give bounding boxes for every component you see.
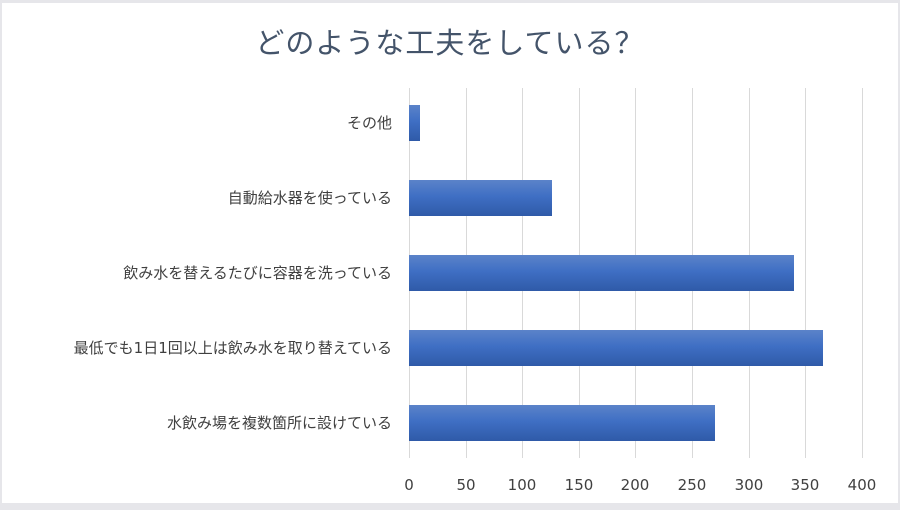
bar-wash-container (409, 255, 794, 291)
x-tick-label: 100 (507, 476, 537, 494)
category-label: 自動給水器を使っている (227, 189, 392, 207)
x-tick-label: 300 (734, 476, 764, 494)
category-label: 飲み水を替えるたびに容器を洗っている (123, 264, 392, 282)
x-tick-label: 50 (456, 476, 476, 494)
category-label: その他 (346, 114, 392, 132)
plot-area (409, 88, 869, 458)
category-label: 最低でも1日1回以上は飲み水を取り替えている (73, 339, 392, 357)
x-tick-label: 250 (677, 476, 707, 494)
x-tick-label: 400 (847, 476, 877, 494)
gridline (805, 88, 806, 458)
x-tick-label: 150 (564, 476, 594, 494)
bar-replace-daily (409, 330, 823, 366)
x-tick-label: 200 (620, 476, 650, 494)
chart-title: どのような工夫をしている？ (255, 26, 645, 60)
bar-auto-feeder (409, 180, 552, 216)
x-tick-label: 0 (404, 476, 414, 494)
gridline (862, 88, 863, 458)
category-label: 水飲み場を複数箇所に設けている (166, 414, 392, 432)
x-tick-label: 350 (790, 476, 820, 494)
bar-other (409, 105, 420, 141)
bar-multiple-stations (409, 405, 715, 441)
